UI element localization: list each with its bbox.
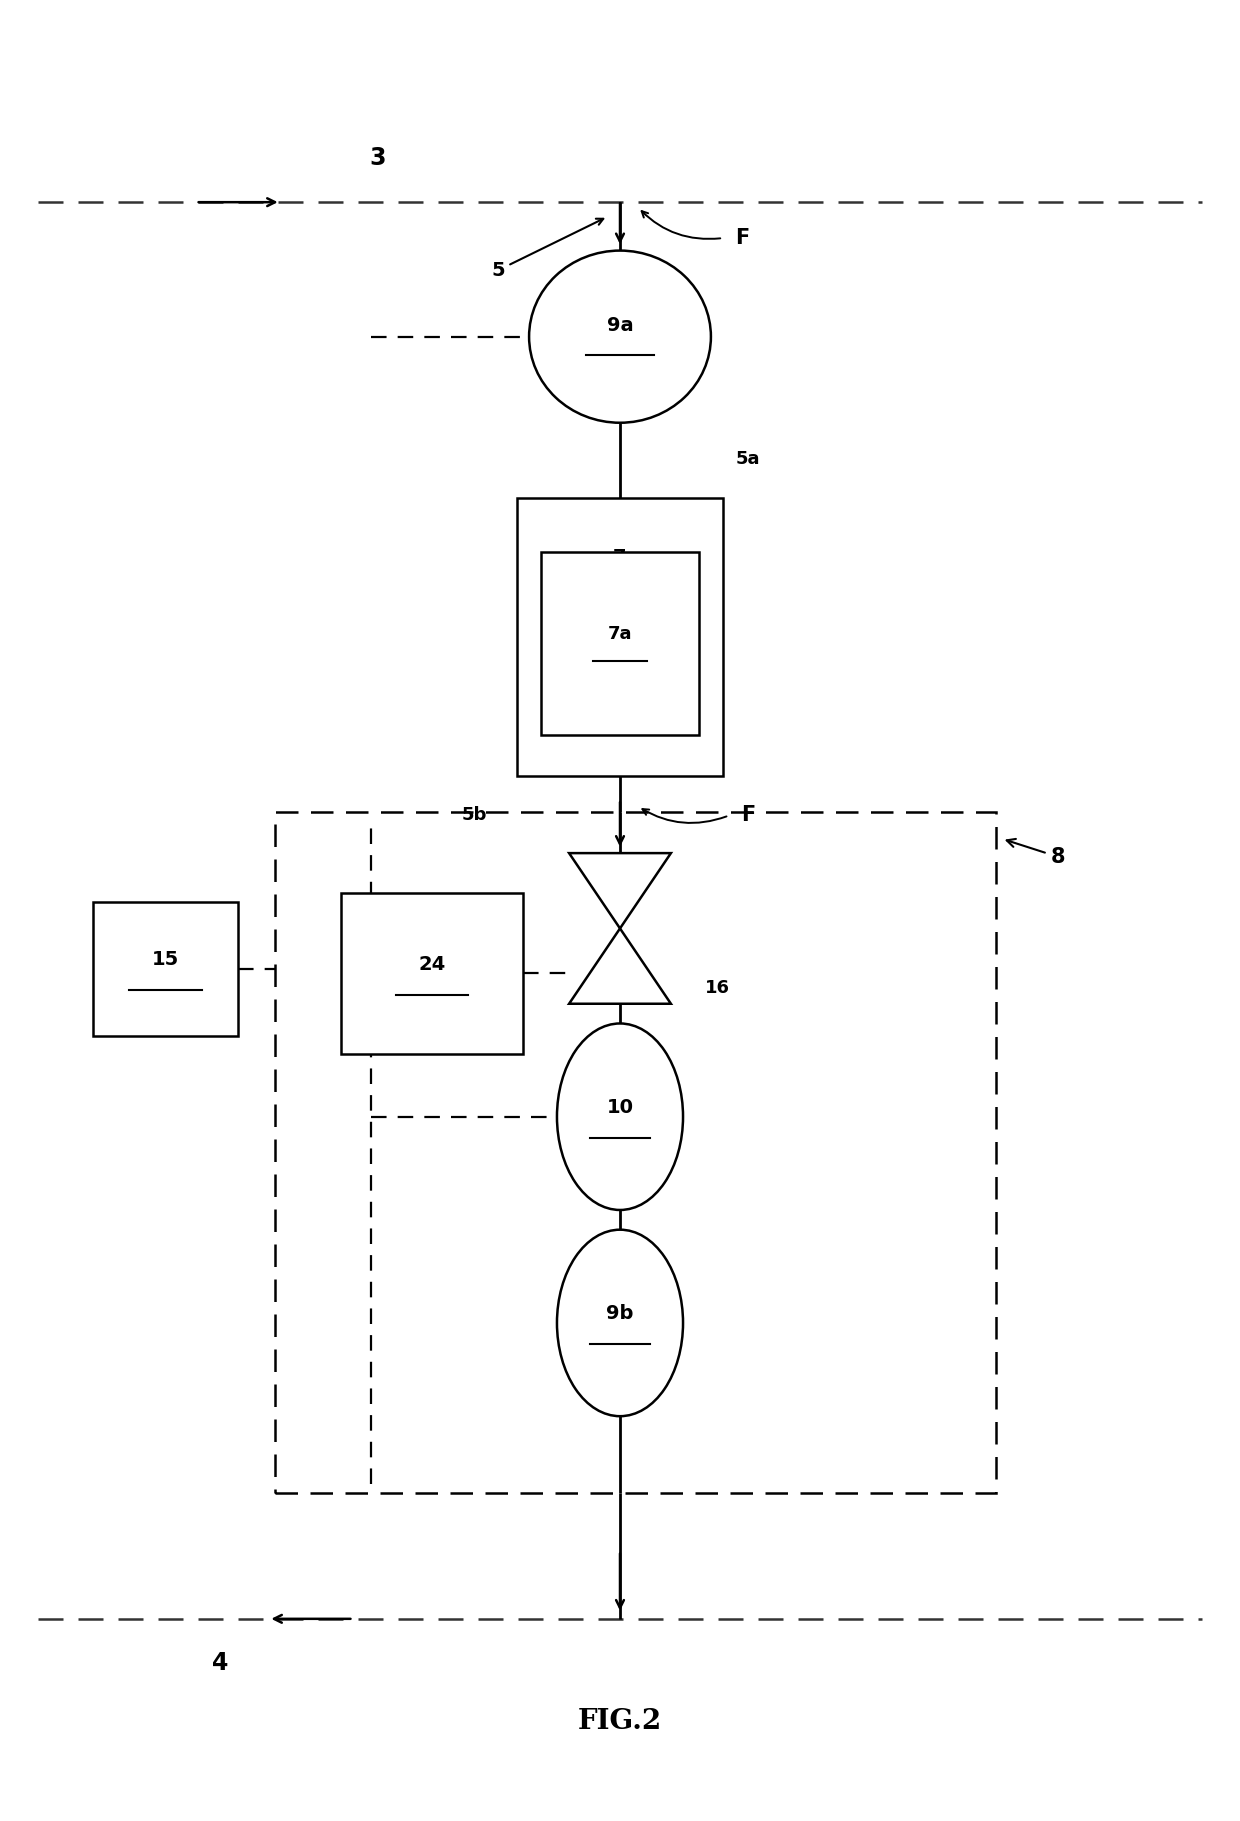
Polygon shape [569, 852, 671, 929]
Text: 10: 10 [606, 1098, 634, 1118]
Bar [541, 552, 699, 734]
Text: F: F [735, 228, 749, 248]
Bar [274, 812, 996, 1493]
Text: 15: 15 [151, 951, 179, 969]
Bar [341, 892, 523, 1054]
Text: 5b: 5b [461, 807, 486, 825]
Ellipse shape [557, 1229, 683, 1417]
Text: 8: 8 [1007, 839, 1065, 867]
Text: F: F [742, 805, 755, 825]
Text: 5: 5 [491, 219, 604, 280]
Text: 5a: 5a [735, 450, 760, 468]
Text: 7: 7 [614, 548, 626, 568]
Text: 4: 4 [212, 1652, 228, 1675]
Text: 16: 16 [704, 978, 730, 996]
Text: 3: 3 [370, 146, 386, 169]
Polygon shape [569, 929, 671, 1003]
Text: FIG.2: FIG.2 [578, 1708, 662, 1735]
Text: 24: 24 [418, 954, 445, 974]
Text: 9a: 9a [606, 317, 634, 335]
Ellipse shape [529, 251, 711, 422]
Text: 7a: 7a [608, 625, 632, 643]
Bar [517, 499, 723, 776]
Ellipse shape [557, 1023, 683, 1209]
Text: 9b: 9b [606, 1304, 634, 1324]
Bar [93, 901, 238, 1036]
